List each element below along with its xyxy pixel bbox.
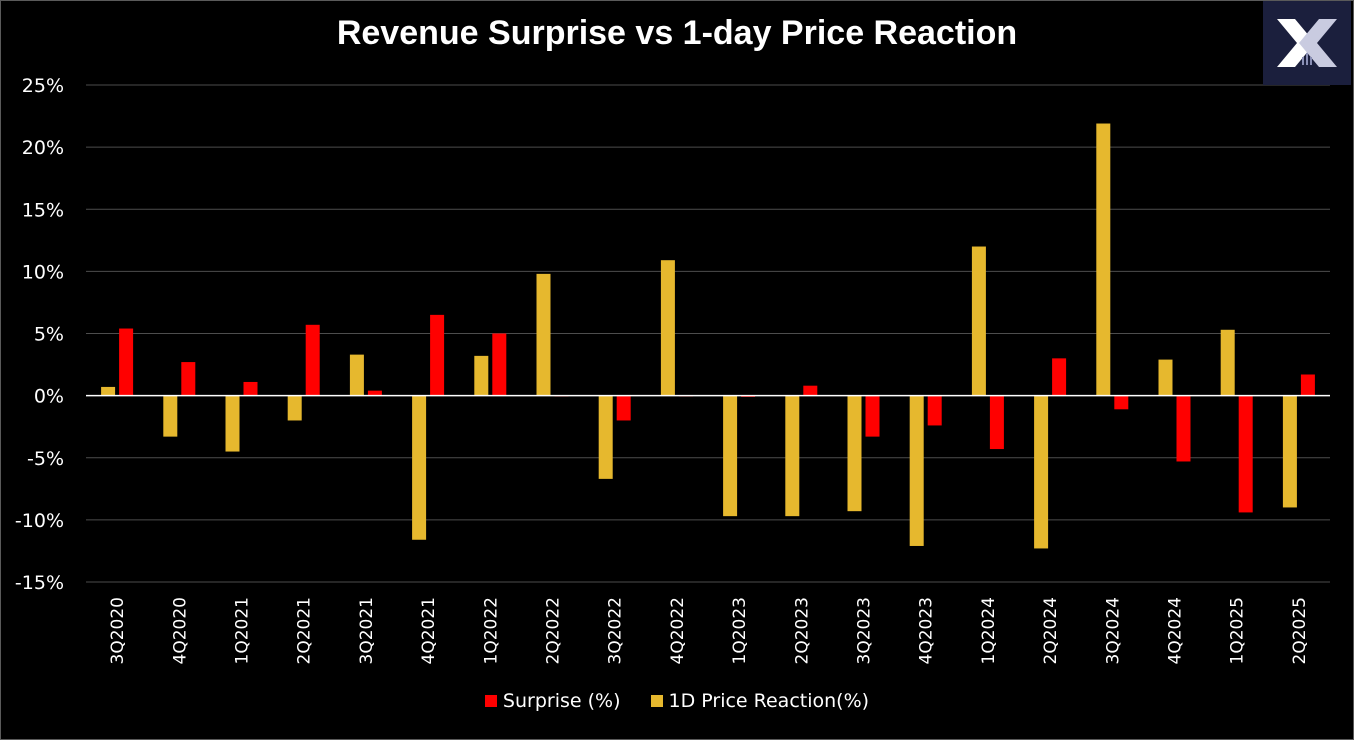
y-tick-label: 20% [22, 137, 64, 159]
x-tick-label: 1Q2021 [233, 597, 253, 664]
x-tick-label: 4Q2021 [419, 597, 439, 664]
x-tick-label: 2Q2022 [544, 597, 564, 664]
bar-price-reaction [971, 246, 986, 396]
bar-price-reaction [412, 395, 427, 540]
brand-logo [1263, 1, 1351, 85]
x-tick-label: 2Q2023 [792, 597, 812, 664]
bar-price-reaction [847, 395, 862, 512]
mx-logo-icon [1277, 19, 1337, 67]
bar-surprise [430, 314, 445, 396]
x-tick-label: 2Q2021 [295, 597, 315, 664]
bar-surprise [181, 362, 196, 396]
bar-surprise [1114, 395, 1129, 410]
bar-surprise [803, 385, 818, 396]
y-tick-label: 10% [22, 261, 64, 283]
x-tick-label: 3Q2023 [855, 597, 875, 664]
bar-surprise [1176, 395, 1191, 462]
x-tick-label: 3Q2024 [1103, 597, 1123, 664]
bar-price-reaction [909, 395, 924, 546]
x-tick-label: 4Q2024 [1166, 597, 1186, 664]
x-tick-label: 3Q2021 [357, 597, 377, 664]
x-tick-label: 1Q2025 [1228, 597, 1248, 664]
bar-surprise [1052, 358, 1067, 396]
bar-price-reaction [536, 273, 551, 396]
x-tick-label: 2Q2025 [1290, 597, 1310, 664]
x-tick-label: 3Q2022 [606, 597, 626, 664]
y-tick-label: 25% [22, 75, 64, 97]
x-tick-label: 4Q2020 [170, 597, 190, 664]
bar-price-reaction [225, 395, 240, 452]
x-tick-label: 1Q2024 [979, 597, 999, 664]
legend-swatch-price-reaction [650, 695, 663, 707]
y-tick-label: 5% [34, 324, 64, 346]
bar-surprise [927, 395, 942, 426]
chart-title: Revenue Surprise vs 1-day Price Reaction [336, 14, 1018, 52]
bar-price-reaction [163, 395, 178, 437]
bar-price-reaction [287, 395, 302, 421]
y-tick-label: 15% [22, 199, 64, 221]
bar-price-reaction [660, 260, 675, 396]
bar-price-reaction [723, 395, 738, 517]
bar-price-reaction [1282, 395, 1297, 508]
x-tick-label: 3Q2020 [108, 597, 128, 664]
bar-surprise [305, 324, 320, 396]
x-tick-label: 4Q2022 [668, 597, 688, 664]
chart-legend: Surprise (%) 1D Price Reaction(%) [0, 690, 1354, 712]
bar-price-reaction [1096, 123, 1111, 396]
bar-surprise [492, 333, 507, 396]
bar-surprise [989, 395, 1004, 450]
legend-item-price-reaction: 1D Price Reaction(%) [650, 690, 870, 712]
x-tick-label: 1Q2023 [730, 597, 750, 664]
bar-surprise [243, 381, 258, 396]
bar-price-reaction [1034, 395, 1049, 549]
y-tick-label: -5% [27, 448, 64, 470]
y-tick-label: -10% [15, 510, 64, 532]
bar-surprise [367, 390, 382, 396]
bar-surprise [119, 328, 134, 396]
bar-surprise [865, 395, 880, 437]
bar-price-reaction [1220, 329, 1235, 396]
bar-surprise [1300, 374, 1315, 396]
bar-surprise [1238, 395, 1253, 513]
bar-price-reaction [1158, 359, 1173, 396]
bar-price-reaction [101, 386, 116, 396]
bar-price-reaction [598, 395, 613, 479]
legend-item-surprise: Surprise (%) [484, 690, 621, 712]
y-tick-label: -15% [15, 572, 64, 594]
legend-swatch-surprise [484, 695, 497, 707]
x-tick-label: 2Q2024 [1041, 597, 1061, 664]
bar-surprise [616, 395, 631, 421]
bar-price-reaction [349, 354, 364, 396]
bar-price-reaction [785, 395, 800, 517]
x-tick-label: 1Q2022 [481, 597, 501, 664]
bar-price-reaction [474, 355, 489, 396]
y-tick-label: 0% [34, 386, 64, 408]
legend-label-surprise: Surprise (%) [502, 690, 621, 712]
x-tick-label: 4Q2023 [917, 597, 937, 664]
legend-label-price-reaction: 1D Price Reaction(%) [668, 690, 870, 712]
